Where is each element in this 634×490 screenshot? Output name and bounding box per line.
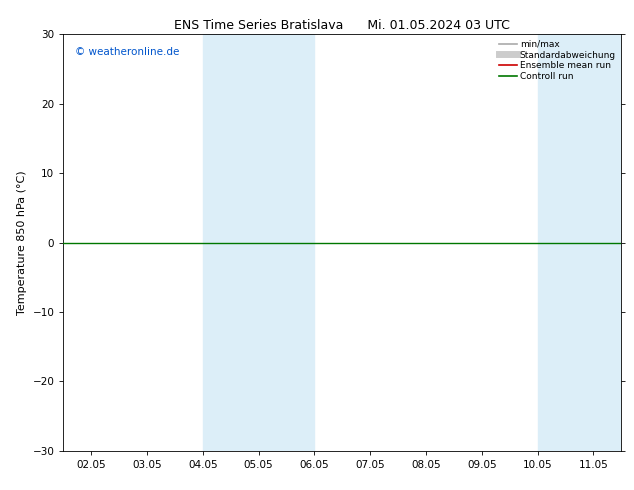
Text: © weatheronline.de: © weatheronline.de	[75, 47, 179, 57]
Bar	[538, 34, 593, 451]
Bar	[203, 34, 259, 451]
Legend: min/max, Standardabweichung, Ensemble mean run, Controll run: min/max, Standardabweichung, Ensemble me…	[495, 36, 619, 85]
Y-axis label: Temperature 850 hPa (°C): Temperature 850 hPa (°C)	[17, 170, 27, 315]
Bar	[259, 34, 314, 451]
Title: ENS Time Series Bratislava      Mi. 01.05.2024 03 UTC: ENS Time Series Bratislava Mi. 01.05.202…	[174, 19, 510, 32]
Bar	[593, 34, 621, 451]
